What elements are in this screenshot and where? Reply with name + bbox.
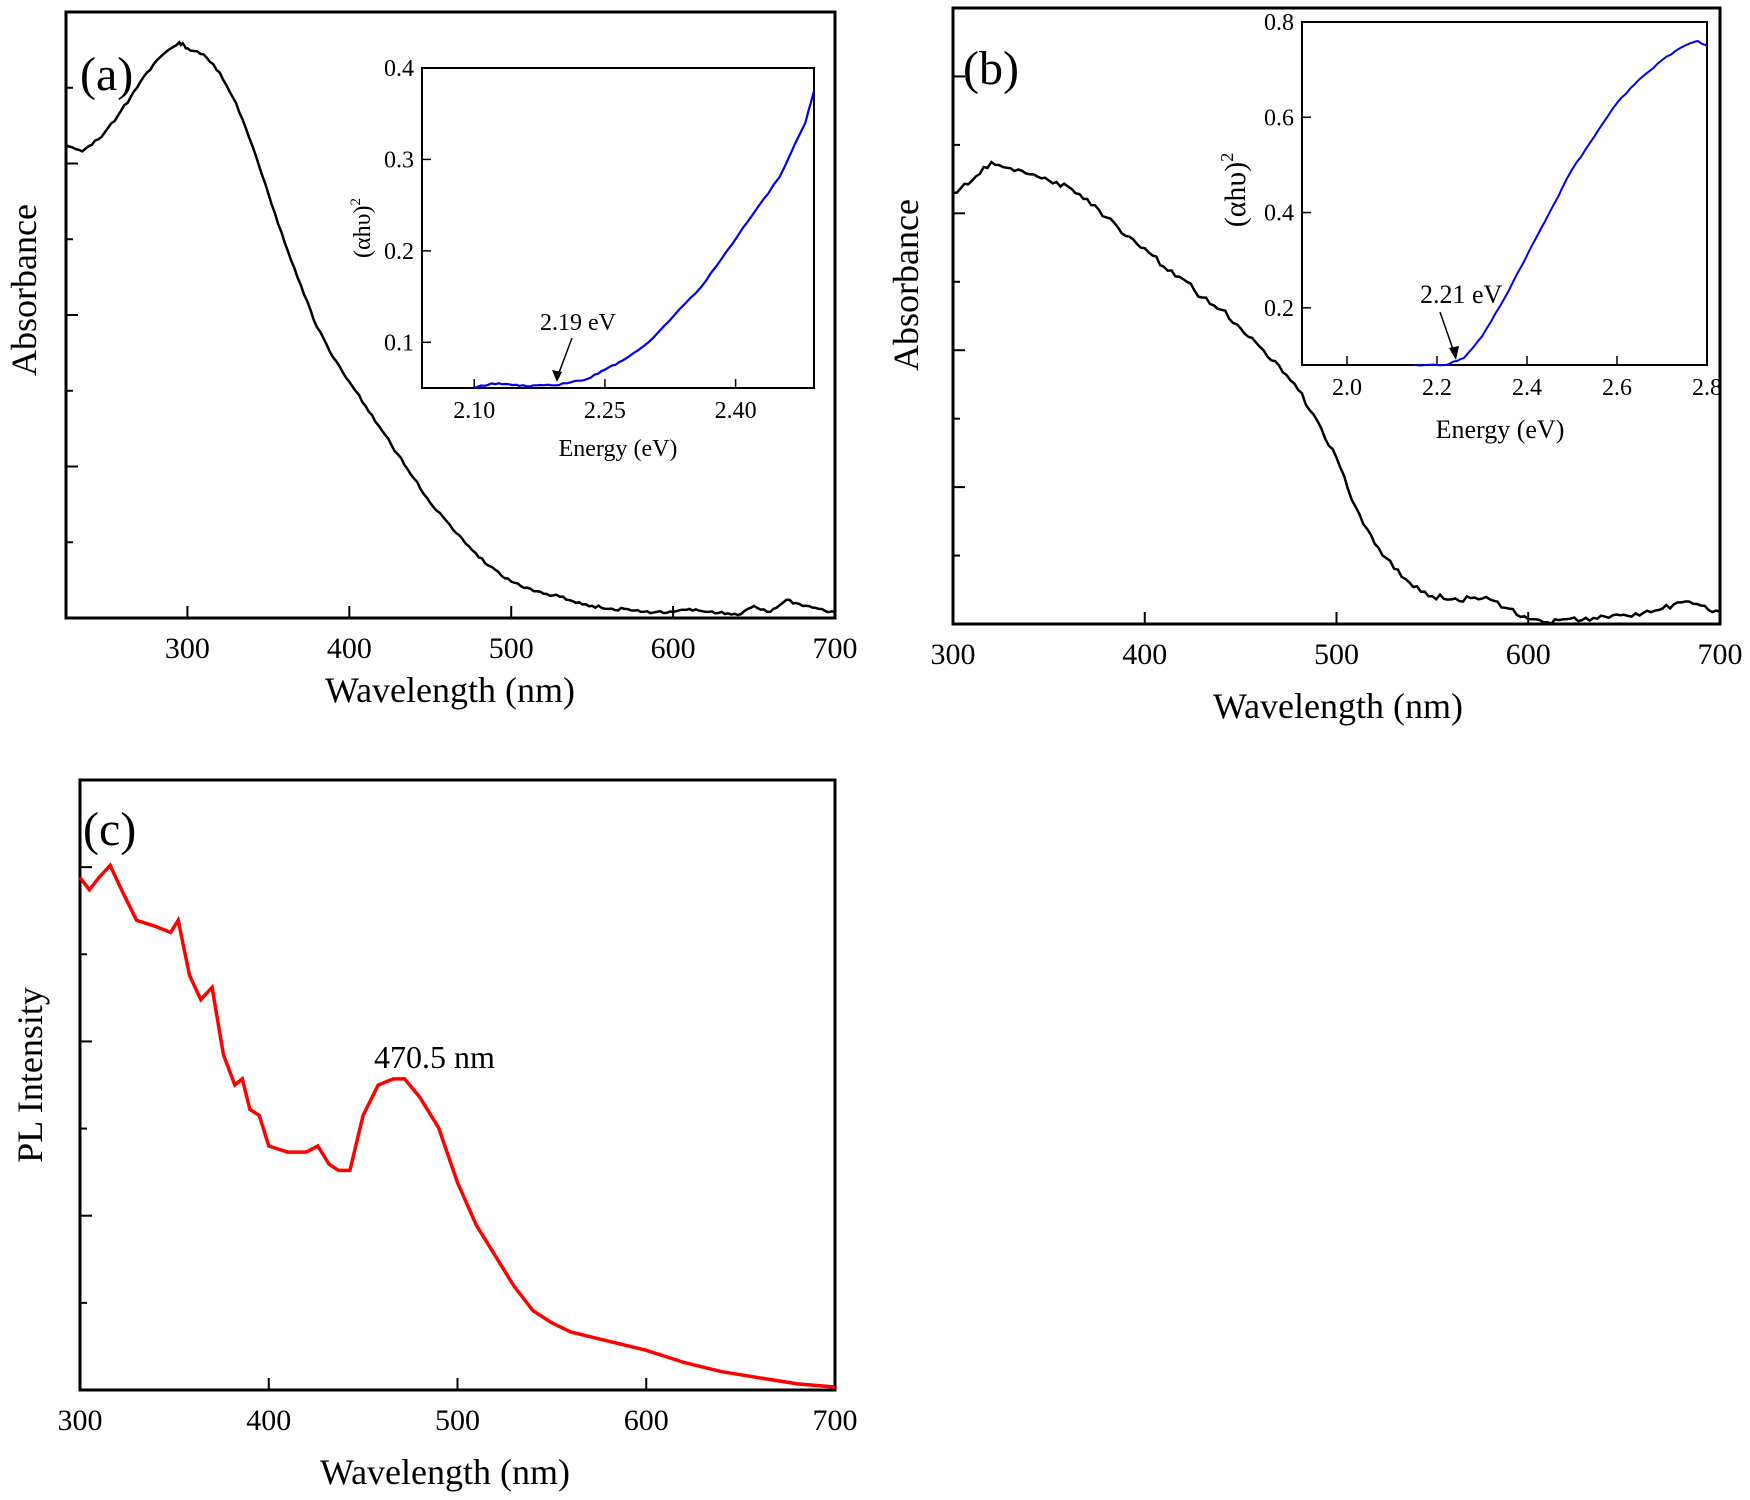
- x-tick-label: 400: [1122, 638, 1167, 671]
- panel-a-inset-xlabel: Energy (eV): [559, 436, 678, 462]
- x-tick-label: 500: [435, 1404, 480, 1437]
- inset-y-tick-label: 0.8: [1264, 10, 1294, 36]
- x-tick-label: 500: [1314, 638, 1359, 671]
- inset-x-tick-label: 2.2: [1422, 375, 1452, 401]
- panel-a-inset-arrowhead: [552, 370, 562, 382]
- inset-x-tick-label: 2.4: [1512, 375, 1542, 401]
- panel-a-inset-tauc-line: [473, 90, 816, 390]
- panel-c-ylabel: PL Intensity: [10, 987, 50, 1163]
- panel-a-ylabel: Absorbance: [4, 204, 44, 376]
- panel-b-inset-y-ticks: 0.2 0.4 0.6 0.8: [1264, 10, 1311, 322]
- panel-c-label: (c): [83, 803, 136, 856]
- x-tick-label: 500: [489, 632, 534, 665]
- x-tick-label: 700: [813, 1404, 858, 1437]
- x-tick-label: 600: [651, 632, 696, 665]
- x-tick-label: 400: [246, 1404, 291, 1437]
- panel-a-label: (a): [80, 48, 133, 101]
- panel-c-y-ticks: [80, 866, 92, 1304]
- inset-y-tick-label: 0.2: [384, 239, 414, 265]
- inset-x-tick-label: 2.0: [1332, 375, 1362, 401]
- inset-y-tick-label: 0.6: [1264, 105, 1294, 131]
- panel-b-inset: 2.0 2.2 2.4 2.6 2.8 0.2 0.4 0.6 0.8 Energy (eV)…: [1217, 10, 1722, 444]
- inset-x-tick-label: 2.8: [1692, 375, 1722, 401]
- x-tick-label: 300: [58, 1404, 103, 1437]
- panel-a-xlabel: Wavelength (nm): [325, 670, 575, 710]
- panel-a-inset-annotation: 2.19 eV: [540, 310, 617, 336]
- panel-b-inset-annotation: 2.21 eV: [1420, 280, 1503, 309]
- panel-c-frame: [78, 778, 837, 1392]
- panel-b-inset-tauc-line: [1414, 40, 1708, 367]
- panel-a-inset-frame: [421, 67, 815, 389]
- panel-a-x-ticks: 300 400 500 600 700: [165, 606, 858, 665]
- panel-a: 300 400 500 600 700 (a) Wavelength (nm) Abso…: [4, 10, 858, 710]
- panel-c-xlabel: Wavelength (nm): [320, 1452, 570, 1492]
- x-tick-label: 600: [624, 1404, 669, 1437]
- inset-x-tick-label: 2.25: [584, 398, 626, 424]
- panel-c: 300 400 500 600 700 (c) Wavelength (nm) PL I…: [10, 778, 858, 1492]
- panel-b-x-ticks: 300 400 500 600 700: [931, 612, 1743, 671]
- x-tick-label: 700: [1698, 638, 1743, 671]
- x-tick-label: 300: [165, 632, 210, 665]
- panel-c-pl-line: [78, 862, 836, 1389]
- panel-a-inset-annotation-arrow: [556, 337, 573, 379]
- inset-y-tick-label: 0.4: [384, 56, 414, 82]
- panel-a-inset: 2.10 2.25 2.40 0.1 0.2 0.3 0.4 Energy (eV) (α…: [348, 56, 816, 462]
- panel-a-y-ticks: [66, 86, 78, 544]
- panel-b-y-ticks: [953, 75, 965, 557]
- panel-a-absorbance-line: [65, 40, 836, 617]
- panel-b-ylabel: Absorbance: [886, 199, 926, 371]
- x-tick-label: 600: [1506, 638, 1551, 671]
- x-tick-label: 300: [931, 638, 976, 671]
- panel-b-inset-xlabel: Energy (eV): [1436, 415, 1565, 444]
- inset-x-tick-label: 2.10: [453, 398, 495, 424]
- x-tick-label: 400: [327, 632, 372, 665]
- panel-b-label: (b): [963, 42, 1019, 95]
- panel-a-inset-y-ticks: 0.1 0.2 0.3 0.4: [384, 56, 431, 356]
- panel-b-inset-ylabel: (αhυ)2: [1217, 153, 1252, 228]
- inset-y-tick-label: 0.4: [1264, 201, 1294, 227]
- panel-b-xlabel: Wavelength (nm): [1213, 686, 1463, 726]
- x-tick-label: 700: [813, 632, 858, 665]
- panel-b: 300 400 500 600 700 (b) Wavelength (nm) Abso…: [886, 6, 1743, 726]
- panel-c-annotation: 470.5 nm: [374, 1039, 495, 1075]
- inset-y-tick-label: 0.2: [1264, 296, 1294, 322]
- panel-a-inset-x-ticks: 2.10 2.25 2.40: [453, 379, 757, 424]
- inset-y-tick-label: 0.3: [384, 147, 414, 173]
- panel-a-inset-ylabel: (αhυ)2: [348, 198, 376, 258]
- inset-x-tick-label: 2.40: [715, 398, 757, 424]
- inset-x-tick-label: 2.6: [1602, 375, 1632, 401]
- panel-b-inset-x-ticks: 2.0 2.2 2.4 2.6 2.8: [1332, 356, 1722, 401]
- inset-y-tick-label: 0.1: [384, 330, 414, 356]
- panel-b-absorbance-line: [952, 160, 1721, 625]
- panel-c-x-ticks: 300 400 500 600 700: [58, 1378, 858, 1437]
- panel-b-inset-arrowhead: [1449, 346, 1459, 360]
